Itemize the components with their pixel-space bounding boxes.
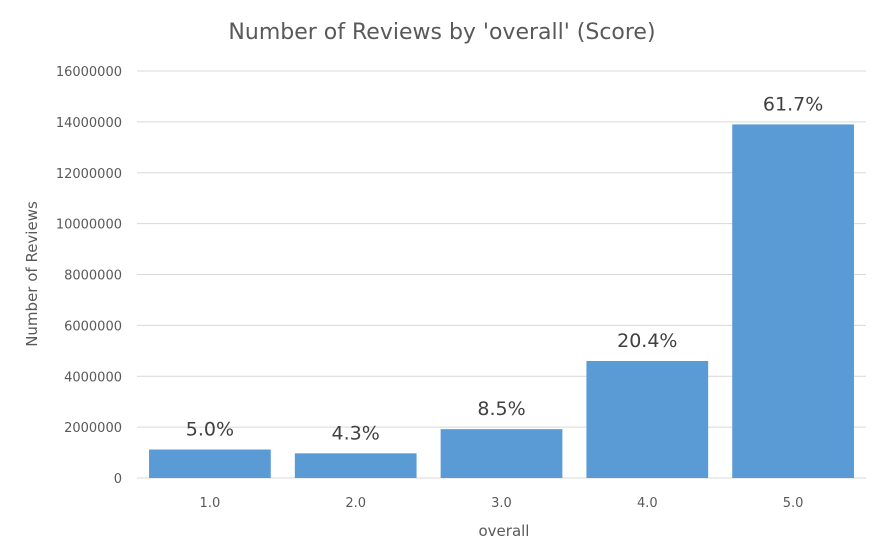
y-tick-label: 8000000 [64,269,122,284]
bar-4.0 [586,360,709,478]
bar-3.0 [440,429,563,478]
x-tick-label: 2.0 [345,496,366,511]
y-tick-label: 6000000 [64,319,122,334]
data-labels: 5.0% 4.3% 8.5% 20.4% 61.7% [186,93,824,444]
data-label: 8.5% [477,398,525,420]
y-axis-ticks: 0 2000000 4000000 6000000 8000000 10000000 120… [56,65,122,487]
y-tick-label: 14000000 [56,116,122,131]
x-axis-title: overall [479,522,530,540]
data-label: 20.4% [617,330,677,352]
y-tick-label: 2000000 [64,421,122,436]
x-axis-ticks: 1.0 2.0 3.0 4.0 5.0 [200,496,804,511]
chart-title: Number of Reviews by 'overall' (Score) [228,20,655,45]
y-tick-label: 4000000 [64,370,122,385]
gridlines [137,70,866,479]
bar-2.0 [294,453,417,478]
data-label: 4.3% [332,422,380,444]
data-label: 5.0% [186,419,234,441]
bar-5.0 [732,124,854,478]
x-tick-label: 1.0 [200,496,221,511]
y-tick-label: 16000000 [56,65,122,80]
bar-1.0 [149,449,271,478]
x-tick-label: 3.0 [491,496,512,511]
x-tick-label: 5.0 [783,496,804,511]
bars [149,124,854,478]
data-label: 61.7% [763,93,823,115]
y-axis-title: Number of Reviews [23,201,41,347]
y-tick-label: 10000000 [56,218,122,233]
y-tick-label: 0 [114,472,122,487]
y-tick-label: 12000000 [56,167,122,182]
x-tick-label: 4.0 [637,496,658,511]
